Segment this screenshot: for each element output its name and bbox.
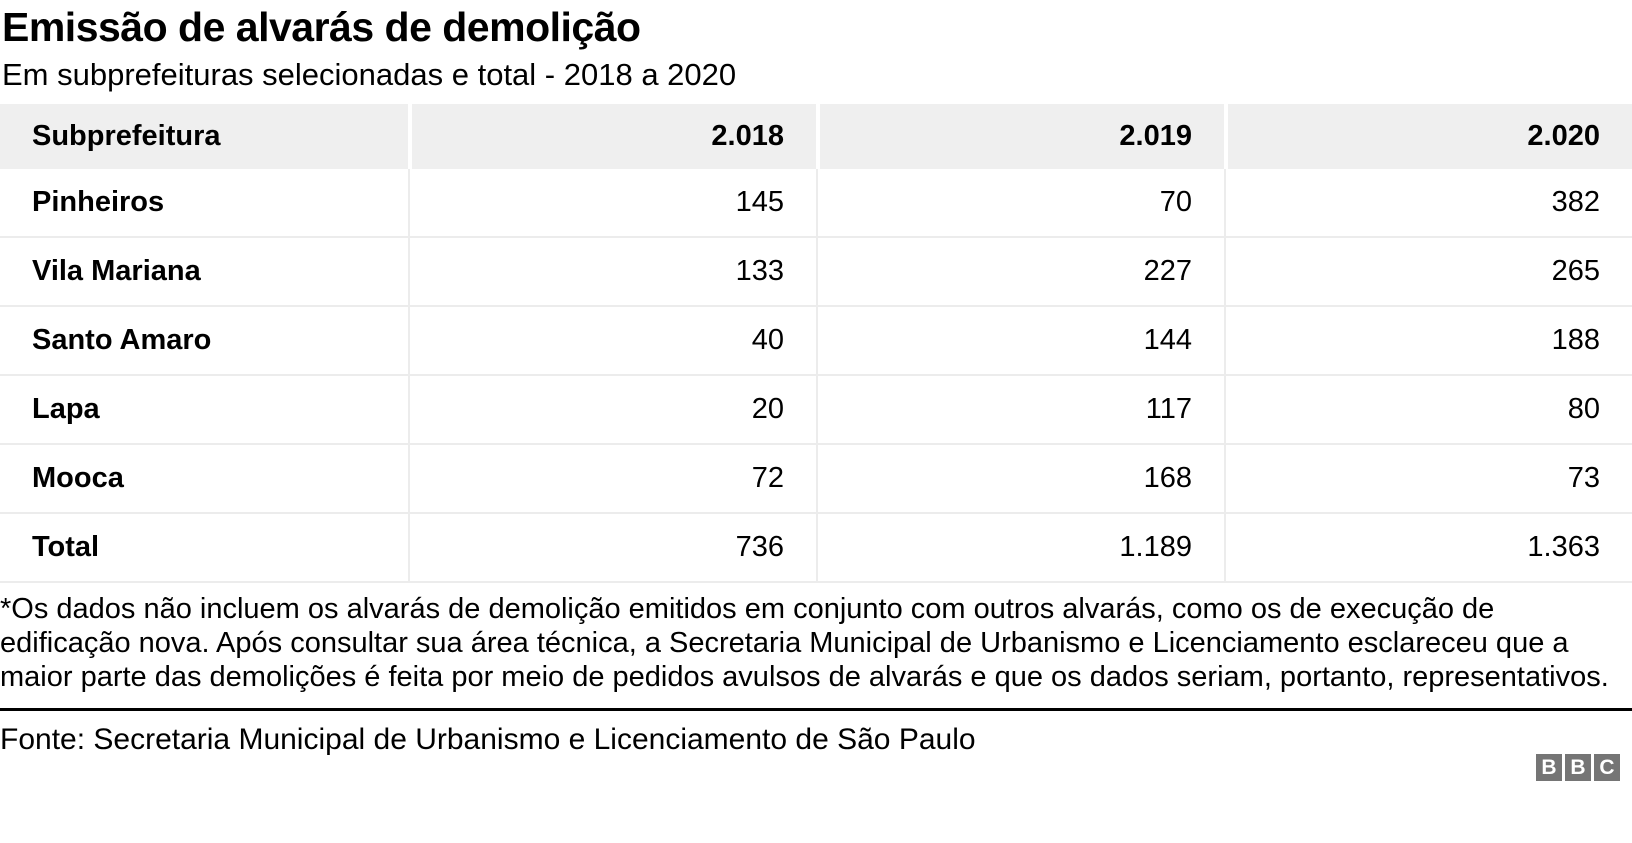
cell-value: 144 [816,306,1224,376]
header-row: Subprefeitura 2.018 2.019 2.020 [0,103,1632,169]
table-row-vila-mariana: Vila Mariana 133 227 265 [0,237,1632,307]
column-header-2018: 2.018 [408,103,816,169]
table-row-santo-amaro: Santo Amaro 40 144 188 [0,306,1632,376]
table-header: Subprefeitura 2.018 2.019 2.020 [0,103,1632,169]
cell-value: 133 [408,237,816,307]
row-label: Lapa [0,375,408,445]
cell-value: 188 [1224,306,1632,376]
footer-divider [0,707,1632,711]
table-row-total: Total 736 1.189 1.363 [0,513,1632,583]
cell-value: 73 [1224,444,1632,514]
footnote-text: *Os dados não incluem os alvarás de demo… [0,592,1609,693]
row-label: Total [0,513,408,583]
cell-value: 1.189 [816,513,1224,583]
cell-value: 20 [408,375,816,445]
table-row-mooca: Mooca 72 168 73 [0,444,1632,514]
chart-graphic: Emissão de alvarás de demolição Em subpr… [0,4,1632,843]
cell-value: 227 [816,237,1224,307]
bbc-logo: B B C [1536,753,1620,781]
cell-value: 70 [816,168,1224,238]
cell-value: 382 [1224,168,1632,238]
row-label: Vila Mariana [0,237,408,307]
cell-value: 168 [816,444,1224,514]
row-label: Mooca [0,444,408,514]
demolition-permits-table: Subprefeitura 2.018 2.019 2.020 Pinheiro… [0,103,1632,583]
cell-value: 117 [816,375,1224,445]
column-header-2020: 2.020 [1224,103,1632,169]
bbc-logo-block-c: C [1594,753,1620,781]
cell-value: 40 [408,306,816,376]
footer: Fonte: Secretaria Municipal de Urbanismo… [0,711,1632,791]
column-header-subprefeitura: Subprefeitura [0,103,408,169]
cell-value: 72 [408,444,816,514]
table-row-lapa: Lapa 20 117 80 [0,375,1632,445]
row-label: Santo Amaro [0,306,408,376]
cell-value: 265 [1224,237,1632,307]
source-attribution: Fonte: Secretaria Municipal de Urbanismo… [0,722,976,756]
cell-value: 736 [408,513,816,583]
row-label: Pinheiros [0,168,408,238]
bbc-logo-block-b2: B [1565,753,1591,781]
cell-value: 80 [1224,375,1632,445]
page-title: Emissão de alvarás de demolição [2,4,641,50]
bbc-logo-block-b1: B [1536,753,1562,781]
page-subtitle: Em subprefeituras selecionadas e total -… [2,56,737,92]
cell-value: 145 [408,168,816,238]
cell-value: 1.363 [1224,513,1632,583]
table-row-pinheiros: Pinheiros 145 70 382 [0,168,1632,238]
table-body: Pinheiros 145 70 382 Vila Mariana 133 22… [0,168,1632,583]
column-header-2019: 2.019 [816,103,1224,169]
